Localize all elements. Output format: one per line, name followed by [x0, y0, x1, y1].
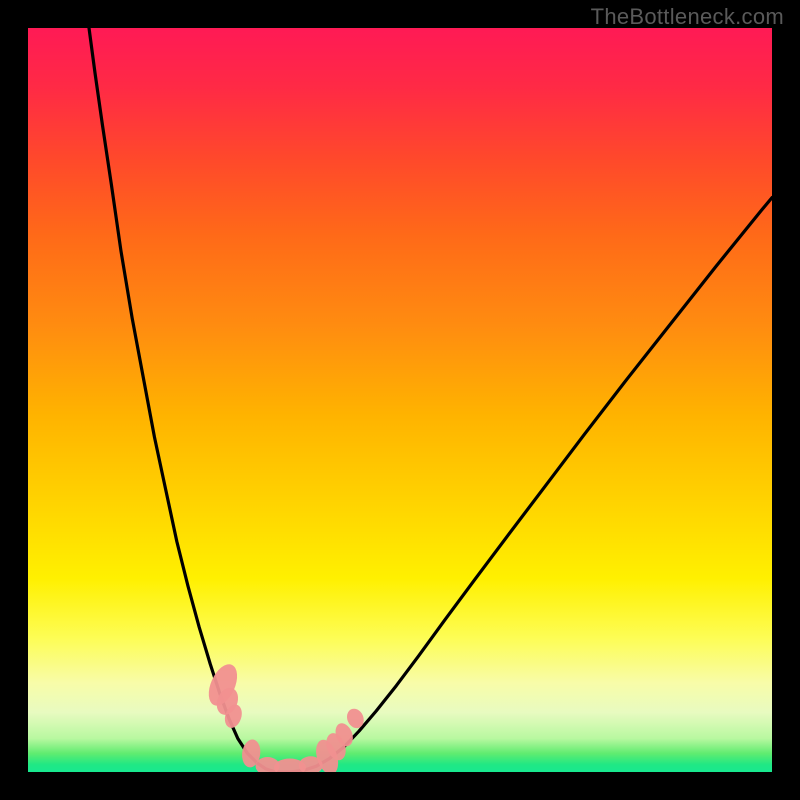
plot-area	[28, 28, 772, 772]
watermark-label: TheBottleneck.com	[591, 4, 784, 30]
chart-container: TheBottleneck.com	[0, 0, 800, 800]
plot-svg	[28, 28, 772, 772]
gradient-background	[28, 28, 772, 772]
